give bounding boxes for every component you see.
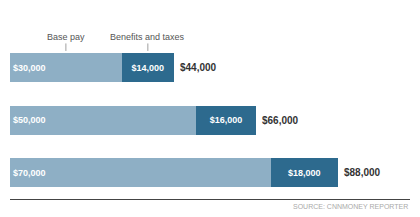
svg-text:$66,000: $66,000 [262, 115, 299, 126]
svg-text:$18,000: $18,000 [288, 168, 321, 178]
svg-text:$14,000: $14,000 [132, 63, 165, 73]
svg-text:$44,000: $44,000 [180, 62, 217, 73]
svg-text:SOURCE: CNNMONEY REPORTER: SOURCE: CNNMONEY REPORTER [293, 203, 408, 210]
svg-text:Benefits and taxes: Benefits and taxes [110, 32, 185, 42]
svg-text:$88,000: $88,000 [344, 167, 381, 178]
svg-text:$16,000: $16,000 [210, 115, 243, 125]
svg-text:$30,000: $30,000 [13, 63, 46, 73]
svg-text:Base pay: Base pay [47, 32, 85, 42]
svg-text:$50,000: $50,000 [13, 115, 46, 125]
svg-text:$70,000: $70,000 [13, 168, 46, 178]
